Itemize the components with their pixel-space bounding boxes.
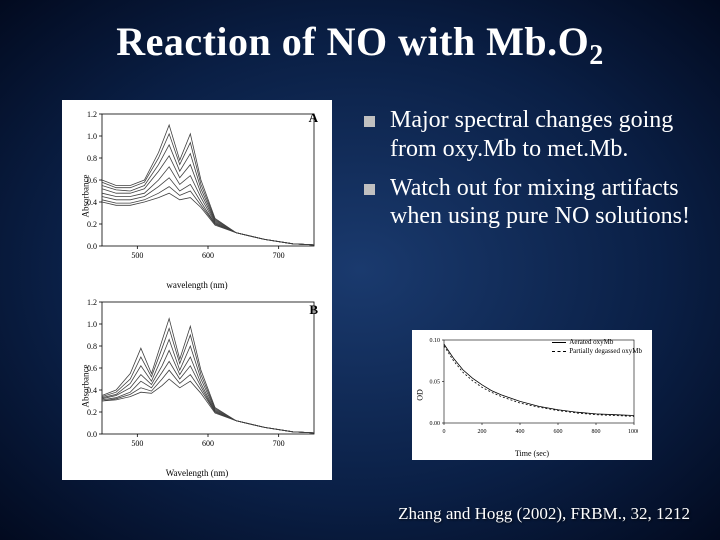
bullet-square-icon (364, 116, 375, 127)
panel-a-label: A (309, 110, 318, 126)
decay-ylabel: OD (415, 389, 424, 401)
svg-text:0.05: 0.05 (430, 380, 441, 386)
svg-text:0.0: 0.0 (87, 242, 97, 251)
svg-text:1.2: 1.2 (87, 110, 97, 119)
svg-text:0.8: 0.8 (87, 154, 97, 163)
decay-legend: Aerated oxyMb Partially degassed oxyMb (552, 338, 642, 356)
panel-b-chart: 0.00.20.40.60.81.01.2500600700 (70, 296, 320, 456)
svg-text:0.10: 0.10 (430, 338, 441, 344)
svg-text:0.2: 0.2 (87, 408, 97, 417)
bullet-list: Major spectral changes going from oxy.Mb… (360, 106, 690, 231)
legend-2: Partially degassed oxyMb (569, 347, 642, 356)
svg-text:700: 700 (273, 439, 285, 448)
legend-1: Aerated oxyMb (569, 338, 613, 347)
bullet-region: Major spectral changes going from oxy.Mb… (360, 106, 690, 241)
slide-title: Reaction of NO with Mb.O2 (0, 18, 720, 72)
decay-chart: Aerated oxyMb Partially degassed oxyMb O… (412, 330, 652, 460)
svg-text:0.2: 0.2 (87, 220, 97, 229)
spectral-panels: A Absorbance 0.00.20.40.60.81.01.2500600… (62, 100, 332, 480)
panel-a-xlabel: wavelength (nm) (166, 280, 227, 290)
panel-a-ylabel: Absorbance (80, 175, 90, 218)
panel-b-xlabel: Wavelength (nm) (166, 468, 229, 478)
panel-a: A Absorbance 0.00.20.40.60.81.01.2500600… (62, 100, 332, 292)
bullet-item: Major spectral changes going from oxy.Mb… (360, 106, 690, 164)
panel-b-label: B (309, 302, 318, 318)
svg-text:1.2: 1.2 (87, 298, 97, 307)
svg-text:800: 800 (592, 429, 601, 435)
svg-text:200: 200 (478, 429, 487, 435)
decay-xlabel: Time (sec) (515, 449, 549, 458)
svg-text:0.00: 0.00 (430, 421, 441, 427)
svg-text:500: 500 (131, 439, 143, 448)
panel-a-chart: 0.00.20.40.60.81.01.2500600700 (70, 108, 320, 268)
svg-text:1.0: 1.0 (87, 320, 97, 329)
svg-text:600: 600 (202, 251, 214, 260)
svg-text:0: 0 (443, 429, 446, 435)
bullet-text: Major spectral changes going from oxy.Mb… (390, 107, 673, 162)
svg-text:1.0: 1.0 (87, 132, 97, 141)
svg-text:600: 600 (202, 439, 214, 448)
bullet-square-icon (364, 184, 375, 195)
svg-text:500: 500 (131, 251, 143, 260)
citation: Zhang and Hogg (2002), FRBM., 32, 1212 (398, 504, 690, 524)
panel-b-ylabel: Absorbance (80, 365, 90, 408)
svg-text:700: 700 (273, 251, 285, 260)
svg-text:0.8: 0.8 (87, 342, 97, 351)
svg-text:0.0: 0.0 (87, 430, 97, 439)
panel-b: B Absorbance 0.00.20.40.60.81.01.2500600… (62, 292, 332, 480)
svg-text:400: 400 (516, 429, 525, 435)
svg-text:1000: 1000 (628, 429, 638, 435)
svg-text:600: 600 (554, 429, 563, 435)
bullet-text: Watch out for mixing artifacts when usin… (390, 175, 690, 230)
bullet-item: Watch out for mixing artifacts when usin… (360, 174, 690, 232)
